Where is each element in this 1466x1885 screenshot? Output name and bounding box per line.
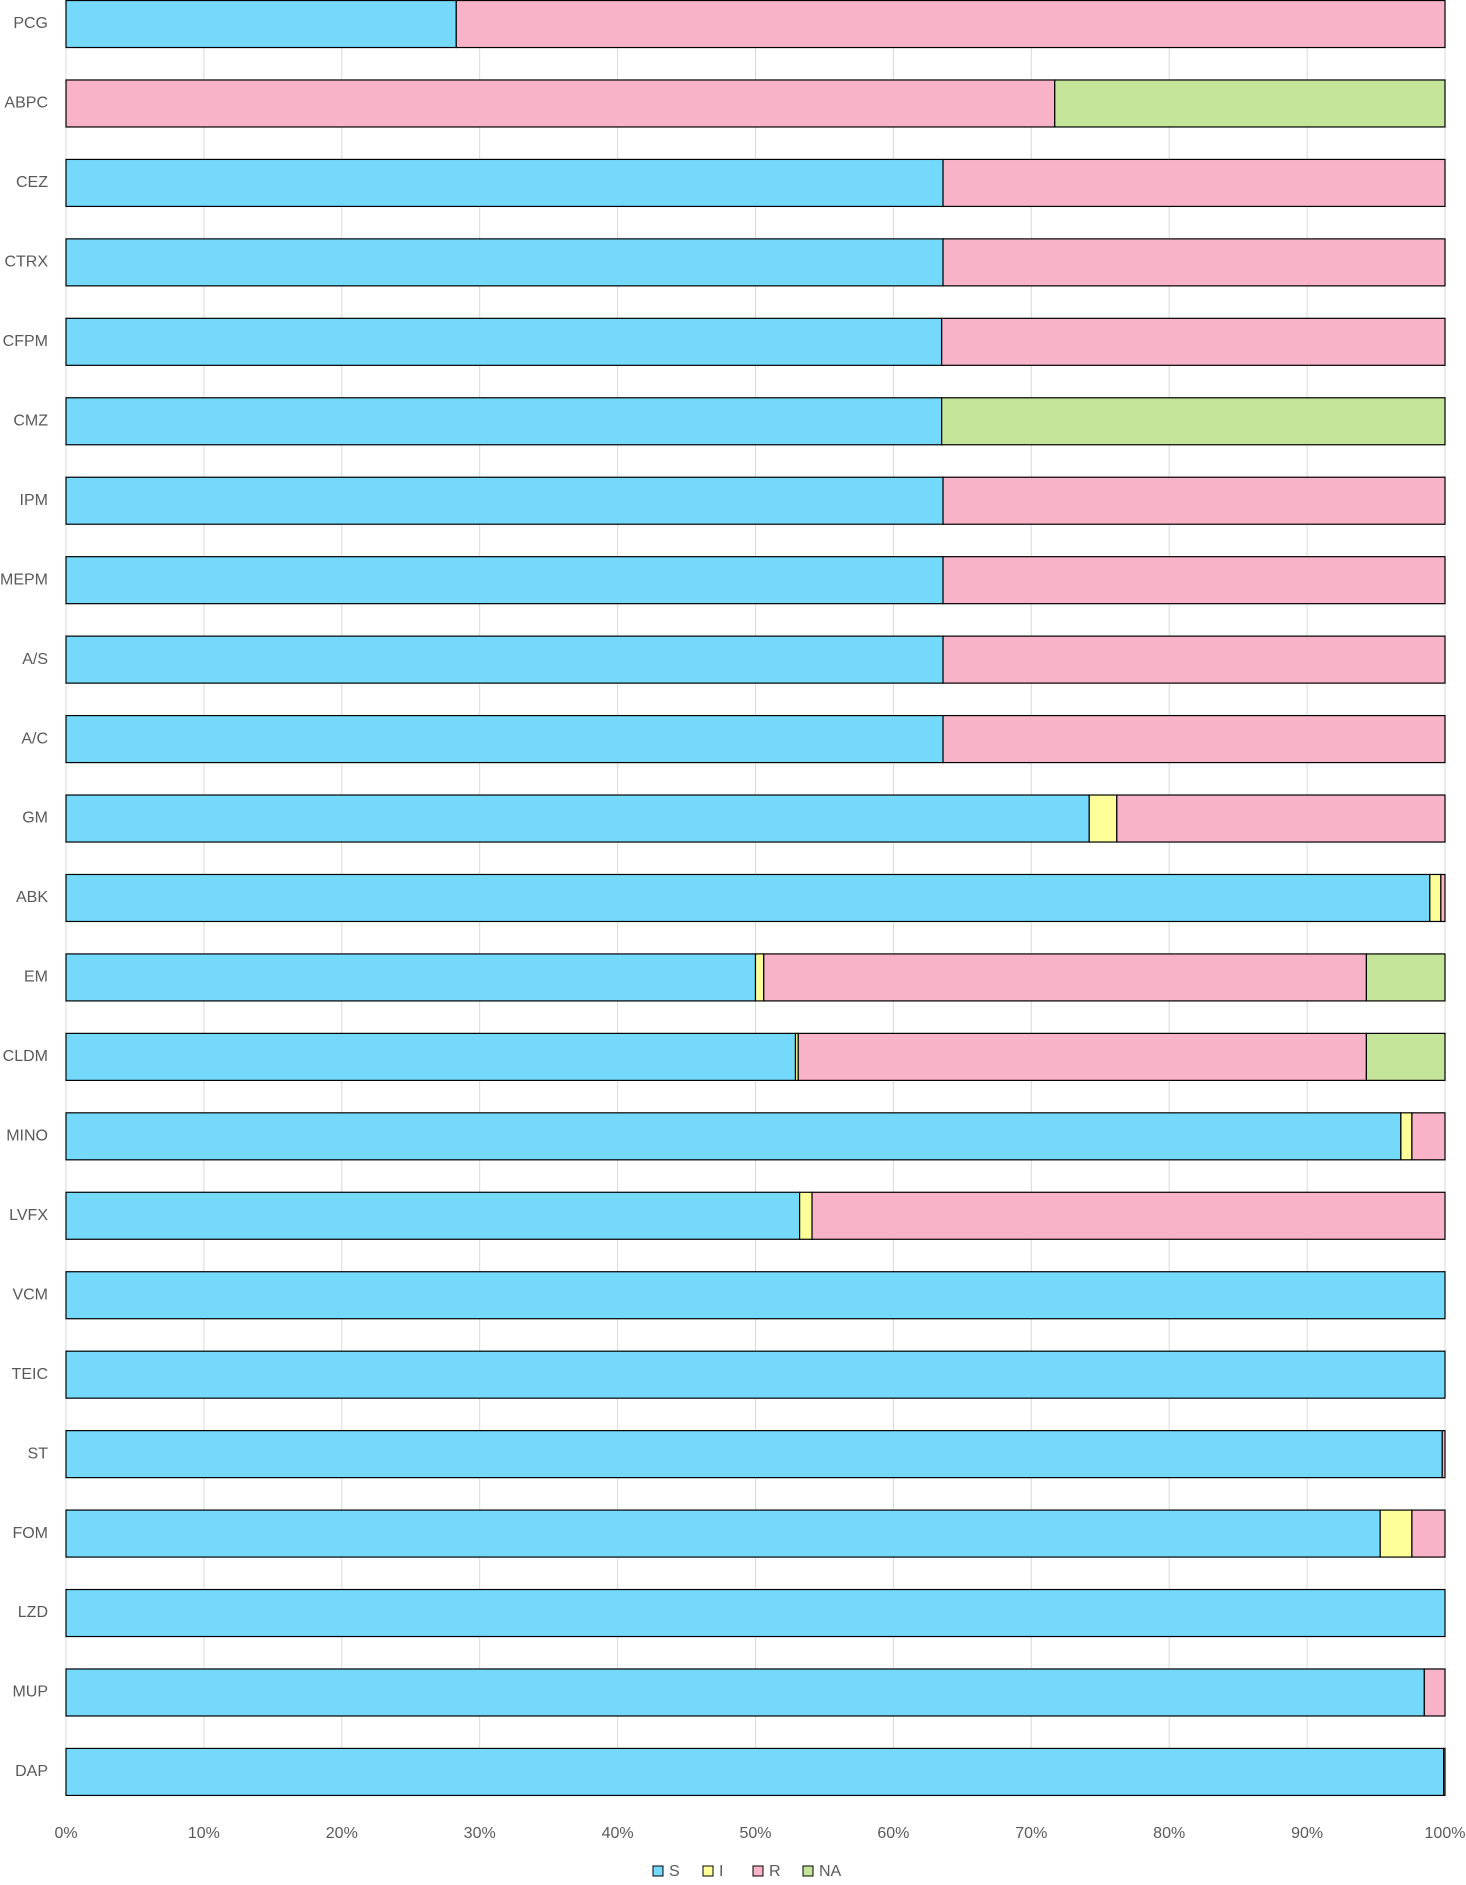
y-tick-label: IPM — [20, 492, 48, 509]
bar-segment — [65, 1112, 1402, 1161]
bar-segment — [65, 1430, 1443, 1479]
x-tick-label: 40% — [602, 1825, 634, 1842]
bar-segment — [65, 397, 943, 446]
bar-segment — [65, 0, 457, 49]
bar-segment — [1443, 1747, 1446, 1797]
bar-segment — [65, 476, 944, 525]
bar-segment — [763, 953, 1367, 1002]
bar-segment — [65, 1271, 1446, 1320]
bar-segment — [65, 238, 944, 287]
bar-segment — [941, 397, 1446, 446]
y-tick-label: LVFX — [9, 1207, 48, 1224]
bar-segment — [942, 476, 1446, 525]
x-tick-label: 60% — [877, 1825, 909, 1842]
bar-segment — [1379, 1509, 1413, 1558]
bar-segment — [65, 79, 1056, 128]
bar-segment — [1054, 79, 1446, 128]
bar-segment — [1441, 1430, 1446, 1479]
bar-segment — [65, 635, 944, 684]
y-tick-label: EM — [24, 969, 48, 986]
y-tick-label: CTRX — [4, 254, 48, 271]
y-tick-label: CMZ — [13, 412, 48, 429]
bar-segment — [65, 1350, 1446, 1399]
bar-segment — [65, 953, 757, 1002]
y-tick-label: GM — [22, 810, 48, 827]
bar-segment — [942, 635, 1446, 684]
bar-segment — [65, 158, 944, 208]
bar-segment — [65, 1191, 801, 1240]
bar-segment — [1411, 1112, 1446, 1161]
bar-segment — [797, 1032, 1367, 1081]
x-tick-label: 0% — [54, 1825, 77, 1842]
bar-segment — [1423, 1668, 1446, 1717]
x-tick-label: 50% — [739, 1825, 771, 1842]
y-tick-label: ST — [28, 1445, 49, 1462]
bar-segment — [942, 238, 1446, 287]
x-tick-label: 10% — [188, 1825, 220, 1842]
legend-swatch — [702, 1865, 714, 1877]
bar-segment — [942, 714, 1446, 764]
bar-segment — [1365, 1032, 1446, 1081]
bar-segment — [1365, 953, 1446, 1002]
bar-segment — [1400, 1112, 1413, 1161]
bar-segment — [65, 556, 944, 605]
y-tick-label: CFPM — [3, 333, 48, 350]
y-tick-label: TEIC — [12, 1366, 48, 1383]
y-tick-label: CEZ — [16, 174, 48, 191]
y-tick-label: ABPC — [4, 95, 48, 112]
legend-label: S — [669, 1863, 680, 1880]
y-tick-label: A/S — [22, 651, 48, 668]
x-tick-label: 90% — [1291, 1825, 1323, 1842]
legend-swatch — [752, 1865, 764, 1877]
x-tick-label: 100% — [1425, 1825, 1466, 1842]
x-tick-label: 80% — [1153, 1825, 1185, 1842]
legend-label: I — [719, 1863, 723, 1880]
bar-segment — [65, 714, 944, 764]
legend-swatch — [802, 1865, 814, 1877]
bar-segment — [1429, 873, 1442, 923]
bar-segment — [799, 1191, 813, 1240]
bar-segment — [65, 317, 943, 366]
bar-segment — [1440, 873, 1446, 923]
bar-segment — [65, 873, 1431, 923]
y-tick-label: MEPM — [0, 571, 48, 588]
x-tick-label: 30% — [464, 1825, 496, 1842]
bar-segment — [65, 1668, 1425, 1717]
bar-segment — [1088, 794, 1118, 843]
y-tick-label: VCM — [12, 1286, 48, 1303]
bar-segment — [65, 1032, 797, 1081]
y-tick-label: LZD — [18, 1604, 48, 1621]
x-tick-label: 70% — [1015, 1825, 1047, 1842]
bar-segment — [942, 556, 1446, 605]
y-tick-label: MINO — [6, 1128, 48, 1145]
bar-segment — [65, 1588, 1446, 1638]
bar-segment — [1116, 794, 1446, 843]
legend-label: R — [769, 1863, 781, 1880]
bar-segment — [65, 1509, 1381, 1558]
y-tick-label: FOM — [12, 1525, 48, 1542]
x-tick-label: 20% — [326, 1825, 358, 1842]
bar-segment — [754, 953, 765, 1002]
bar-segment — [455, 0, 1446, 49]
bar-segment — [942, 158, 1446, 208]
bar-segment — [1411, 1509, 1446, 1558]
y-tick-label: ABK — [16, 889, 48, 906]
y-tick-label: CLDM — [3, 1048, 48, 1065]
bar-segment — [65, 1747, 1445, 1797]
y-tick-label: DAP — [15, 1763, 48, 1780]
y-tick-label: PCG — [13, 15, 48, 32]
legend-label: NA — [819, 1863, 842, 1880]
y-tick-label: A/C — [21, 730, 48, 747]
y-tick-label: MUP — [12, 1684, 48, 1701]
bar-segment — [65, 794, 1090, 843]
bar-segment — [811, 1191, 1446, 1240]
bar-segment — [941, 317, 1446, 366]
legend-swatch — [652, 1865, 664, 1877]
